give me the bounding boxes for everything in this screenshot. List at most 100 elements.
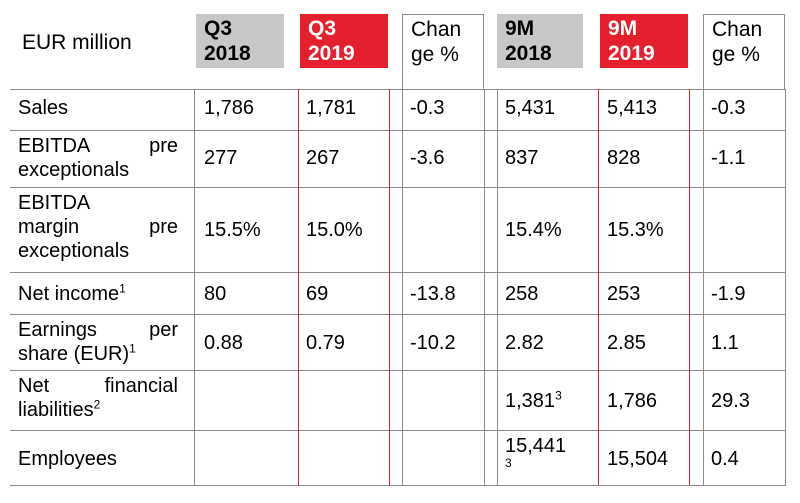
unit-label: EUR million (14, 14, 184, 68)
row-label-ebitda-word2: pre (149, 135, 178, 157)
footnote-marker: 1 (119, 281, 126, 296)
cell-margin-q3-2019: 15.0% (306, 219, 363, 241)
col-header-q3-2019-line1: Q3 (308, 17, 337, 40)
col-header-9m-2018-line2: 2018 (505, 42, 552, 65)
row-label-nfl-line2: liabilities2 (18, 398, 178, 422)
table-rule-bottom (10, 485, 786, 486)
cell-eps-9m-2018: 2.82 (505, 332, 544, 354)
col-divider-9m-2019-left (598, 89, 599, 485)
col-header-change-q3: Chan ge % (402, 14, 484, 68)
col-divider-1 (194, 89, 195, 485)
cell-employees-9m-2018-value: 15,441 (505, 435, 567, 457)
cell-margin-9m-2018: 15.4% (505, 219, 562, 241)
cell-sales-change-q3: -0.3 (410, 97, 445, 119)
row-label-margin-line3: exceptionals (18, 240, 130, 262)
table-rule-after-nfl (10, 430, 786, 431)
cell-net-income-9m-2019: 253 (607, 283, 641, 305)
col-header-9m-2019-line1: 9M (608, 17, 638, 40)
row-label-margin-line2: margin pre (18, 215, 178, 239)
col-header-change-9m: Chan ge % (703, 14, 785, 68)
cell-employees-change-9m: 0.4 (711, 448, 739, 470)
cell-eps-q3-2018: 0.88 (204, 332, 243, 354)
cell-eps-change-9m: 1.1 (711, 332, 739, 354)
footnote-marker: 3 (505, 456, 512, 470)
row-label-net-income-text: Net income (18, 283, 120, 305)
col-divider-9m-2019-right (689, 89, 690, 485)
row-label-margin-line1: EBITDA (18, 192, 91, 214)
col-header-change-q3-line2: ge % (411, 43, 459, 66)
col-header-q3-2019-line2: 2019 (308, 42, 355, 65)
col-header-change-9m-line2: ge % (712, 43, 760, 66)
row-label-eps-line2-text: share (EUR) (18, 343, 130, 365)
row-label-eps-line1: Earnings per (18, 318, 178, 342)
row-label-ebitda-word1: EBITDA (18, 135, 91, 157)
cell-margin-9m-2019: 15.3% (607, 219, 664, 241)
col-header-9m-2018: 9M 2018 (497, 14, 583, 68)
change-q3-header-gap (402, 68, 484, 90)
row-label-eps-word1: Earnings (18, 319, 97, 341)
row-label-net-income: Net income1 (18, 282, 178, 306)
col-header-change-9m-line1: Chan (712, 18, 763, 41)
cell-ebitda-9m-2018: 837 (505, 147, 539, 169)
cell-nfl-9m-2019: 1,786 (607, 390, 658, 412)
row-label-margin-word2: pre (149, 216, 178, 238)
col-header-9m-2019: 9M 2019 (600, 14, 688, 68)
row-label-ebitda: EBITDA pre exceptionals (18, 134, 178, 182)
cell-sales-change-9m: -0.3 (711, 97, 746, 119)
cell-net-income-change-q3: -13.8 (410, 283, 456, 305)
cell-net-income-q3-2018: 80 (204, 283, 227, 305)
row-label-margin-word1: margin (18, 216, 80, 238)
col-divider-change-q3-left (402, 89, 403, 485)
cell-net-income-q3-2019: 69 (306, 283, 329, 305)
cell-ebitda-change-9m: -1.1 (711, 147, 746, 169)
cell-nfl-9m-2018-value: 1,381 (505, 390, 556, 412)
row-label-nfl-word2: financial (104, 375, 178, 397)
col-header-9m-2018-line1: 9M (505, 17, 535, 40)
footnote-marker: 1 (129, 341, 136, 356)
table-rule-after-ebitda (10, 187, 786, 188)
cell-sales-9m-2018: 5,431 (505, 97, 556, 119)
row-label-ebitda-line1: EBITDA pre (18, 134, 178, 158)
change-9m-header-gap (703, 68, 785, 90)
row-label-ebitda-line2: exceptionals (18, 159, 130, 181)
cell-sales-9m-2019: 5,413 (607, 97, 658, 119)
cell-margin-q3-2018: 15.5% (204, 219, 261, 241)
cell-net-income-change-9m: -1.9 (711, 283, 746, 305)
table-rule-after-net-income (10, 314, 786, 315)
cell-ebitda-q3-2019: 267 (306, 147, 340, 169)
unit-label-text: EUR million (22, 31, 132, 54)
col-divider-change-9m-right (785, 89, 786, 485)
col-header-change-q3-line1: Chan (411, 18, 462, 41)
row-label-nfl-line1: Net financial (18, 374, 178, 398)
row-label-nfl-word1: Net (18, 375, 50, 397)
col-divider-q3-2019-right (389, 89, 390, 485)
cell-sales-q3-2019: 1,781 (306, 97, 357, 119)
col-header-9m-2019-line2: 2019 (608, 42, 655, 65)
cell-ebitda-q3-2018: 277 (204, 147, 238, 169)
col-divider-change-9m-left (703, 89, 704, 485)
col-header-q3-2018-line2: 2018 (204, 42, 251, 65)
cell-ebitda-9m-2019: 828 (607, 147, 641, 169)
row-label-nfl: Net financial liabilities2 (18, 374, 178, 422)
row-label-nfl-line2-text: liabilities (18, 399, 94, 421)
table-rule-top (10, 89, 786, 90)
table-rule-after-sales (10, 130, 786, 131)
cell-employees-9m-2019: 15,504 (607, 448, 669, 470)
cell-ebitda-change-q3: -3.6 (410, 147, 445, 169)
col-divider-change-q3-right (484, 89, 485, 485)
row-label-eps: Earnings per share (EUR)1 (18, 318, 178, 366)
col-divider-q3-2019-left (298, 89, 299, 485)
col-header-q3-2018: Q3 2018 (196, 14, 284, 68)
row-label-eps-word2: per (149, 319, 178, 341)
col-header-q3-2018-line1: Q3 (204, 17, 233, 40)
col-header-q3-2019: Q3 2019 (300, 14, 388, 68)
row-label-eps-line2: share (EUR)1 (18, 342, 178, 366)
cell-eps-q3-2019: 0.79 (306, 332, 345, 354)
footnote-marker: 3 (555, 388, 562, 403)
cell-sales-q3-2018: 1,786 (204, 97, 255, 119)
col-divider-9m-2018-left (497, 89, 498, 485)
cell-nfl-9m-2018: 1,3813 (505, 389, 562, 413)
cell-eps-change-q3: -10.2 (410, 332, 456, 354)
cell-employees-9m-2018: 15,441 3 (505, 434, 566, 470)
table-rule-after-margin (10, 272, 786, 273)
